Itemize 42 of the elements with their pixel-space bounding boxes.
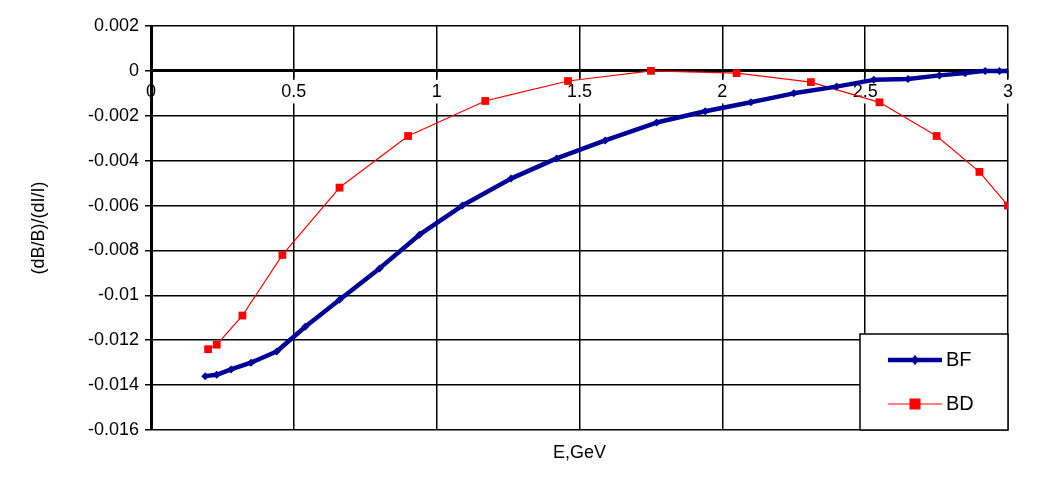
legend-label: BF — [946, 347, 972, 370]
y-tick-label: -0.002 — [87, 104, 139, 125]
point — [875, 98, 884, 107]
point — [807, 78, 815, 86]
point — [335, 295, 344, 304]
y-tick-label: -0.006 — [87, 194, 139, 215]
y-axis-title: (dB/B)/(dI/I) — [27, 181, 48, 275]
y-tick-label: -0.008 — [87, 239, 139, 260]
x-axis-title: E,GeV — [552, 441, 607, 462]
point — [204, 345, 213, 354]
point — [481, 97, 490, 105]
y-tick-label: 0.002 — [93, 14, 139, 35]
point — [564, 77, 572, 85]
point — [506, 174, 515, 183]
x-tick-label: 0.5 — [281, 80, 307, 101]
x-tick-label: 1 — [431, 80, 442, 101]
point — [647, 67, 655, 75]
y-tick-label: -0.01 — [97, 284, 139, 305]
x-tick-label: 2.5 — [852, 80, 878, 101]
point — [272, 347, 281, 356]
point — [301, 322, 310, 331]
legend-label: BD — [946, 391, 974, 414]
y-tick-label: 0 — [128, 59, 139, 80]
y-tick-label: -0.014 — [87, 374, 139, 395]
point — [375, 264, 384, 273]
point — [278, 251, 287, 259]
point — [458, 201, 467, 210]
point — [404, 132, 412, 140]
point — [552, 154, 561, 163]
point — [601, 136, 610, 145]
y-tick-label: -0.004 — [87, 149, 139, 170]
x-tick-label: 2 — [717, 80, 728, 101]
point — [212, 340, 221, 349]
x-tick-label: 1.5 — [566, 80, 593, 101]
point — [932, 132, 941, 140]
point — [226, 365, 235, 374]
point — [415, 230, 424, 239]
point — [732, 69, 741, 78]
x-tick-label: 3 — [1002, 80, 1014, 101]
point — [975, 168, 984, 176]
y-tick-label: -0.016 — [87, 418, 139, 439]
y-tick-label: -0.012 — [87, 329, 139, 350]
